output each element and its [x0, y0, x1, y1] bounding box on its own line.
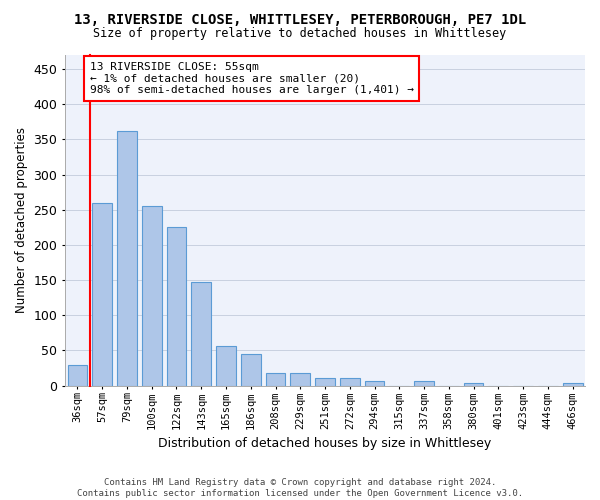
Text: 13 RIVERSIDE CLOSE: 55sqm
← 1% of detached houses are smaller (20)
98% of semi-d: 13 RIVERSIDE CLOSE: 55sqm ← 1% of detach…	[90, 62, 414, 95]
Bar	[167, 228, 187, 386]
Text: 13, RIVERSIDE CLOSE, WHITTLESEY, PETERBOROUGH, PE7 1DL: 13, RIVERSIDE CLOSE, WHITTLESEY, PETERBO…	[74, 12, 526, 26]
Bar	[464, 383, 484, 386]
Bar	[563, 383, 583, 386]
Bar	[142, 206, 161, 386]
Bar	[216, 346, 236, 386]
Text: Size of property relative to detached houses in Whittlesey: Size of property relative to detached ho…	[94, 28, 506, 40]
Bar	[266, 373, 286, 386]
Bar	[290, 373, 310, 386]
Bar	[68, 364, 88, 386]
Bar	[414, 382, 434, 386]
Bar	[241, 354, 260, 386]
Bar	[340, 378, 359, 386]
Y-axis label: Number of detached properties: Number of detached properties	[15, 128, 28, 314]
Text: Contains HM Land Registry data © Crown copyright and database right 2024.
Contai: Contains HM Land Registry data © Crown c…	[77, 478, 523, 498]
Bar	[92, 202, 112, 386]
Bar	[365, 380, 385, 386]
Bar	[117, 131, 137, 386]
X-axis label: Distribution of detached houses by size in Whittlesey: Distribution of detached houses by size …	[158, 437, 491, 450]
Bar	[315, 378, 335, 386]
Bar	[191, 282, 211, 386]
